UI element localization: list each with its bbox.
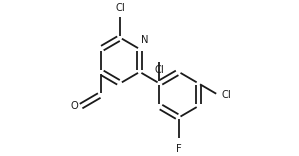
- Text: O: O: [70, 101, 78, 111]
- Text: Cl: Cl: [154, 65, 164, 75]
- Text: F: F: [176, 144, 182, 154]
- Text: Cl: Cl: [115, 3, 125, 13]
- Text: N: N: [141, 34, 149, 45]
- Text: Cl: Cl: [222, 90, 231, 100]
